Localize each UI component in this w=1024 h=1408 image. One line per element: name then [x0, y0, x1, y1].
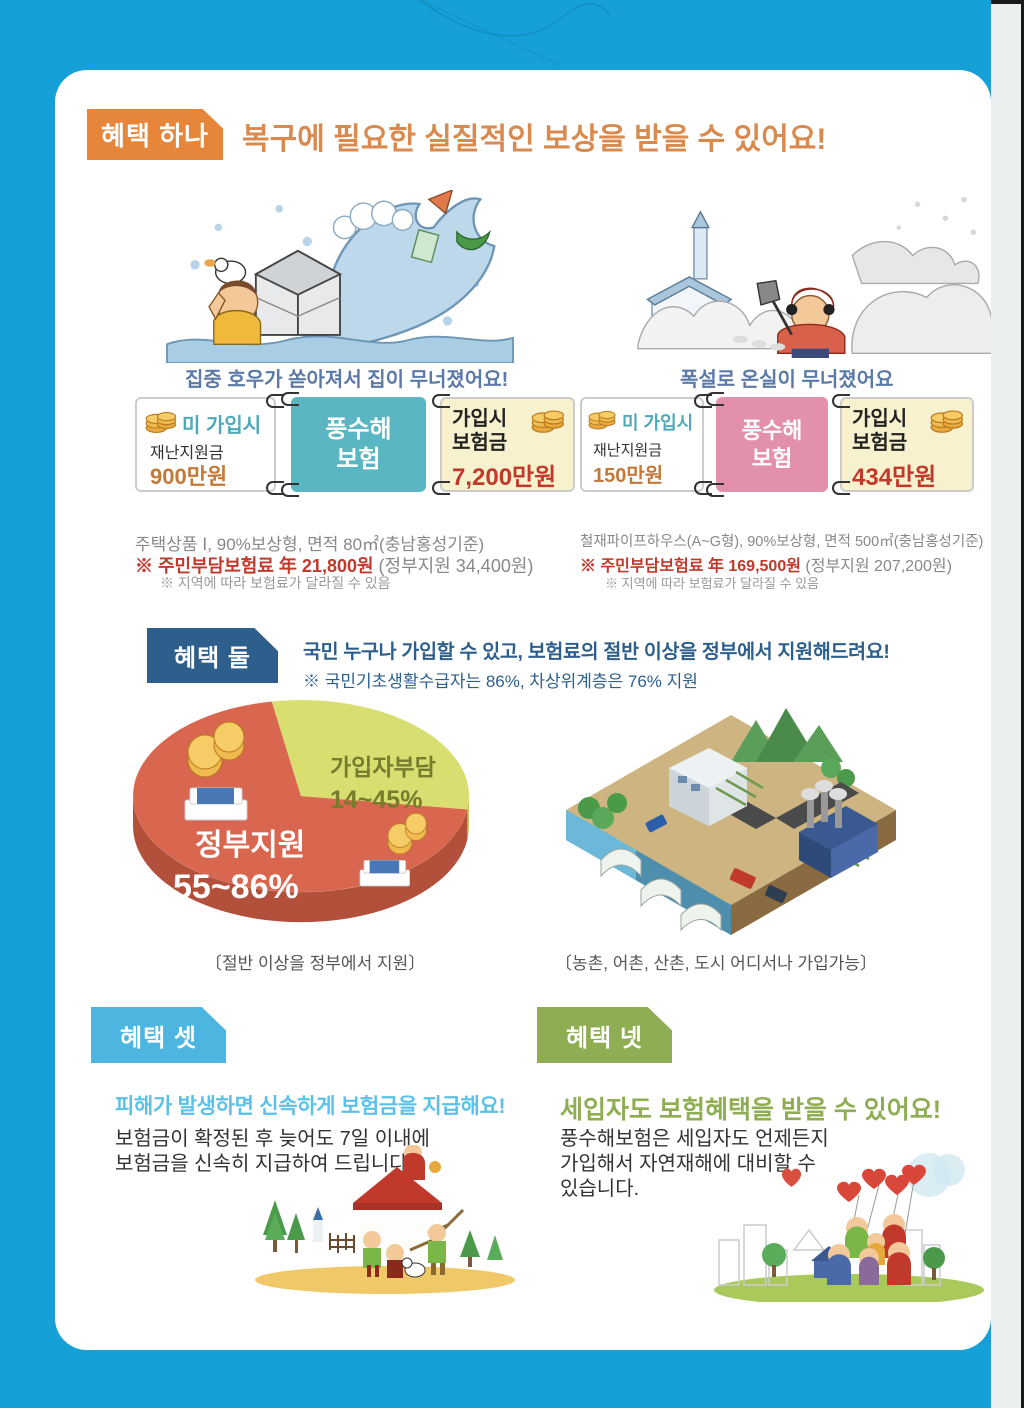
svg-text:55~86%: 55~86%: [173, 868, 299, 906]
svg-text:정부지원: 정부지원: [195, 829, 305, 862]
svg-text:가입자부담: 가입자부담: [330, 754, 436, 780]
svg-text:14~45%: 14~45%: [330, 786, 422, 814]
